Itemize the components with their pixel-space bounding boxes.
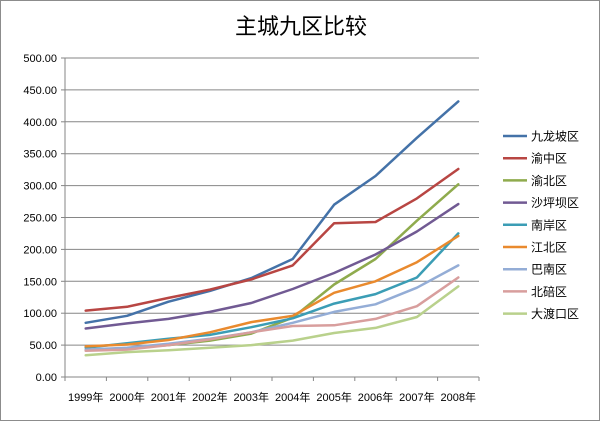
series-line: [84, 264, 460, 351]
x-tick-label: 2004年: [275, 390, 310, 404]
y-tick-label: 250.00: [23, 213, 57, 225]
y-tick-label: 200.00: [23, 244, 57, 256]
legend-label: 渝中区: [531, 151, 567, 166]
y-tick-label: 500.00: [23, 53, 57, 65]
x-tick-label: 1999年: [68, 390, 103, 404]
series-line: [84, 276, 460, 353]
series-line: [84, 232, 460, 349]
legend-label: 沙坪坝区: [531, 196, 579, 210]
legend-label: 江北区: [531, 241, 567, 255]
legend-label: 北碚区: [531, 284, 567, 299]
y-tick-label: 0.00: [36, 372, 57, 384]
x-tick-label: 2003年: [234, 390, 269, 404]
series-line: [84, 285, 460, 357]
legend-label: 渝北区: [531, 173, 567, 188]
x-tick-label: 2006年: [358, 390, 393, 404]
x-tick-label: 2001年: [151, 390, 186, 404]
legend-label: 巴南区: [531, 262, 567, 277]
y-tick-label: 50.00: [29, 340, 57, 352]
y-tick-label: 100.00: [23, 308, 57, 320]
chart-title: 主城九区比较: [234, 15, 367, 40]
legend-label: 南岸区: [531, 217, 567, 232]
y-tick-label: 300.00: [23, 181, 57, 193]
legend-label: 大渡口区: [531, 306, 579, 321]
y-tick-label: 150.00: [23, 276, 57, 288]
series-line: [84, 234, 460, 348]
series-line: [84, 202, 460, 330]
y-tick-label: 350.00: [23, 149, 57, 161]
y-tick-label: 400.00: [23, 117, 57, 129]
x-tick-label: 2000年: [109, 390, 144, 404]
legend-label: 九龙坡区: [531, 130, 579, 144]
x-tick-label: 2005年: [316, 390, 351, 404]
y-tick-label: 450.00: [23, 85, 57, 97]
series-line: [84, 167, 460, 312]
series-line: [84, 100, 460, 325]
x-tick-label: 2002年: [192, 390, 227, 404]
x-tick-label: 2008年: [441, 390, 476, 404]
x-tick-label: 2007年: [399, 390, 434, 404]
